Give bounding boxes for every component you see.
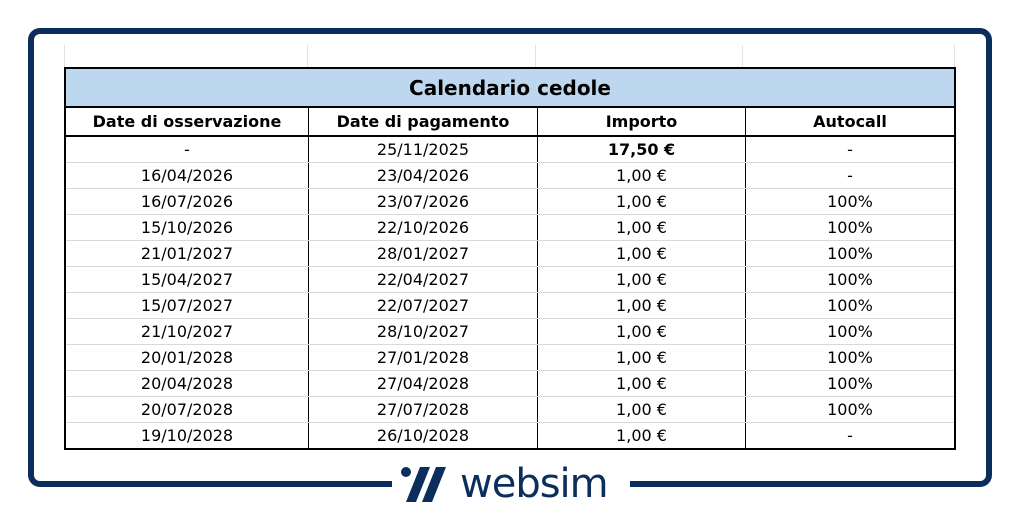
- amount-cell: 17,50 €: [537, 136, 746, 163]
- payment-date-cell: 23/07/2026: [308, 188, 538, 215]
- payment-date-cell: 26/10/2028: [308, 422, 538, 449]
- amount-cell: 1,00 €: [537, 214, 746, 241]
- payment-date-cell: 27/01/2028: [308, 344, 538, 371]
- table-row: 20/01/2028 27/01/2028 1,00 €100%: [65, 344, 956, 371]
- amount-cell: 1,00 €: [537, 162, 746, 189]
- coupon-calendar-table: Calendario cedole Date di osservazione D…: [64, 67, 956, 450]
- payment-date-cell: 22/07/2027: [308, 292, 538, 319]
- observation-date-cell: 15/10/2026: [65, 214, 309, 241]
- observation-date-cell: 15/04/2027: [65, 266, 309, 293]
- amount-cell: 1,00 €: [537, 292, 746, 319]
- autocall-cell: 100%: [745, 214, 956, 241]
- observation-date-cell: 20/01/2028: [65, 344, 309, 371]
- table-row: 16/04/2026 23/04/2026 1,00 € -: [65, 162, 956, 189]
- payment-date-cell: 23/04/2026: [308, 162, 538, 189]
- amount-cell: 1,00 €: [537, 240, 746, 267]
- amount-cell: 1,00 €: [537, 344, 746, 371]
- amount-cell: 1,00 €: [537, 370, 746, 397]
- table-row: 21/10/2027 28/10/2027 1,00 €100%: [65, 318, 956, 345]
- payment-date-cell: 28/10/2027: [308, 318, 538, 345]
- observation-date-cell: 20/04/2028: [65, 370, 309, 397]
- amount-cell: 1,00 €: [537, 422, 746, 449]
- header-amount: Importo: [537, 107, 746, 137]
- observation-date-cell: 16/04/2026: [65, 162, 309, 189]
- table-row: 15/07/2027 22/07/2027 1,00 €100%: [65, 292, 956, 319]
- table-row: 21/01/2027 28/01/2027 1,00 €100%: [65, 240, 956, 267]
- autocall-cell: 100%: [745, 188, 956, 215]
- websim-logo: websim: [400, 460, 609, 508]
- autocall-cell: -: [745, 162, 956, 189]
- observation-date-cell: 19/10/2028: [65, 422, 309, 449]
- table-row: 20/07/2028 27/07/2028 1,00 €100%: [65, 396, 956, 423]
- table-row: 15/10/2026 22/10/2026 1,00 €100%: [65, 214, 956, 241]
- autocall-cell: -: [745, 422, 956, 449]
- autocall-cell: -: [745, 136, 956, 163]
- payment-date-cell: 25/11/2025: [308, 136, 538, 163]
- observation-date-cell: -: [65, 136, 309, 163]
- websim-logo-icon: [401, 467, 446, 502]
- observation-date-cell: 15/07/2027: [65, 292, 309, 319]
- table-row: 19/10/2028 26/10/2028 1,00 € -: [65, 422, 956, 449]
- header-payment-dates: Date di pagamento: [308, 107, 538, 137]
- header-observation-dates: Date di osservazione: [65, 107, 309, 137]
- sheet-gridlines: [64, 45, 955, 67]
- table-title: Calendario cedole: [65, 68, 955, 108]
- autocall-cell: 100%: [745, 292, 956, 319]
- observation-date-cell: 21/10/2027: [65, 318, 309, 345]
- payment-date-cell: 28/01/2027: [308, 240, 538, 267]
- table-row: 15/04/2027 22/04/2027 1,00 €100%: [65, 266, 956, 293]
- autocall-cell: 100%: [745, 370, 956, 397]
- observation-date-cell: 21/01/2027: [65, 240, 309, 267]
- observation-date-cell: 20/07/2028: [65, 396, 309, 423]
- amount-cell: 1,00 €: [537, 266, 746, 293]
- observation-date-cell: 16/07/2026: [65, 188, 309, 215]
- amount-cell: 1,00 €: [537, 318, 746, 345]
- amount-cell: 1,00 €: [537, 396, 746, 423]
- autocall-cell: 100%: [745, 318, 956, 345]
- autocall-cell: 100%: [745, 344, 956, 371]
- header-autocall: Autocall: [745, 107, 956, 137]
- autocall-cell: 100%: [745, 396, 956, 423]
- logo-text: websim: [460, 461, 609, 507]
- autocall-cell: 100%: [745, 240, 956, 267]
- table-row: -25/11/2025 17,50 € -: [65, 136, 956, 163]
- amount-cell: 1,00 €: [537, 188, 746, 215]
- payment-date-cell: 22/10/2026: [308, 214, 538, 241]
- payment-date-cell: 27/07/2028: [308, 396, 538, 423]
- payment-date-cell: 27/04/2028: [308, 370, 538, 397]
- payment-date-cell: 22/04/2027: [308, 266, 538, 293]
- autocall-cell: 100%: [745, 266, 956, 293]
- table-row: 16/07/2026 23/07/2026 1,00 €100%: [65, 188, 956, 215]
- table-row: 20/04/2028 27/04/2028 1,00 €100%: [65, 370, 956, 397]
